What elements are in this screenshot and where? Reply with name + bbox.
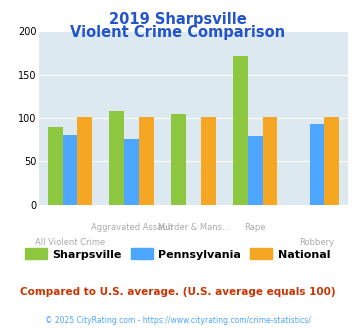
Text: Compared to U.S. average. (U.S. average equals 100): Compared to U.S. average. (U.S. average … — [20, 287, 335, 297]
Bar — [248, 136, 263, 205]
Text: Robbery: Robbery — [300, 238, 334, 247]
Text: Rape: Rape — [245, 223, 266, 232]
Bar — [171, 114, 186, 205]
Text: 2019 Sharpsville: 2019 Sharpsville — [109, 12, 246, 26]
Bar — [324, 117, 339, 205]
Bar — [109, 111, 124, 205]
Bar — [233, 55, 248, 205]
Bar — [77, 117, 92, 205]
Bar — [310, 124, 324, 205]
Bar — [263, 117, 278, 205]
Text: Murder & Mans...: Murder & Mans... — [158, 223, 229, 232]
Bar — [139, 117, 154, 205]
Bar — [124, 139, 139, 205]
Text: Aggravated Assault: Aggravated Assault — [91, 223, 173, 232]
Text: Violent Crime Comparison: Violent Crime Comparison — [70, 25, 285, 40]
Bar — [62, 135, 77, 205]
Legend: Sharpsville, Pennsylvania, National: Sharpsville, Pennsylvania, National — [24, 248, 331, 260]
Text: © 2025 CityRating.com - https://www.cityrating.com/crime-statistics/: © 2025 CityRating.com - https://www.city… — [45, 316, 310, 325]
Text: All Violent Crime: All Violent Crime — [35, 238, 105, 247]
Bar — [201, 117, 216, 205]
Bar — [48, 127, 62, 205]
